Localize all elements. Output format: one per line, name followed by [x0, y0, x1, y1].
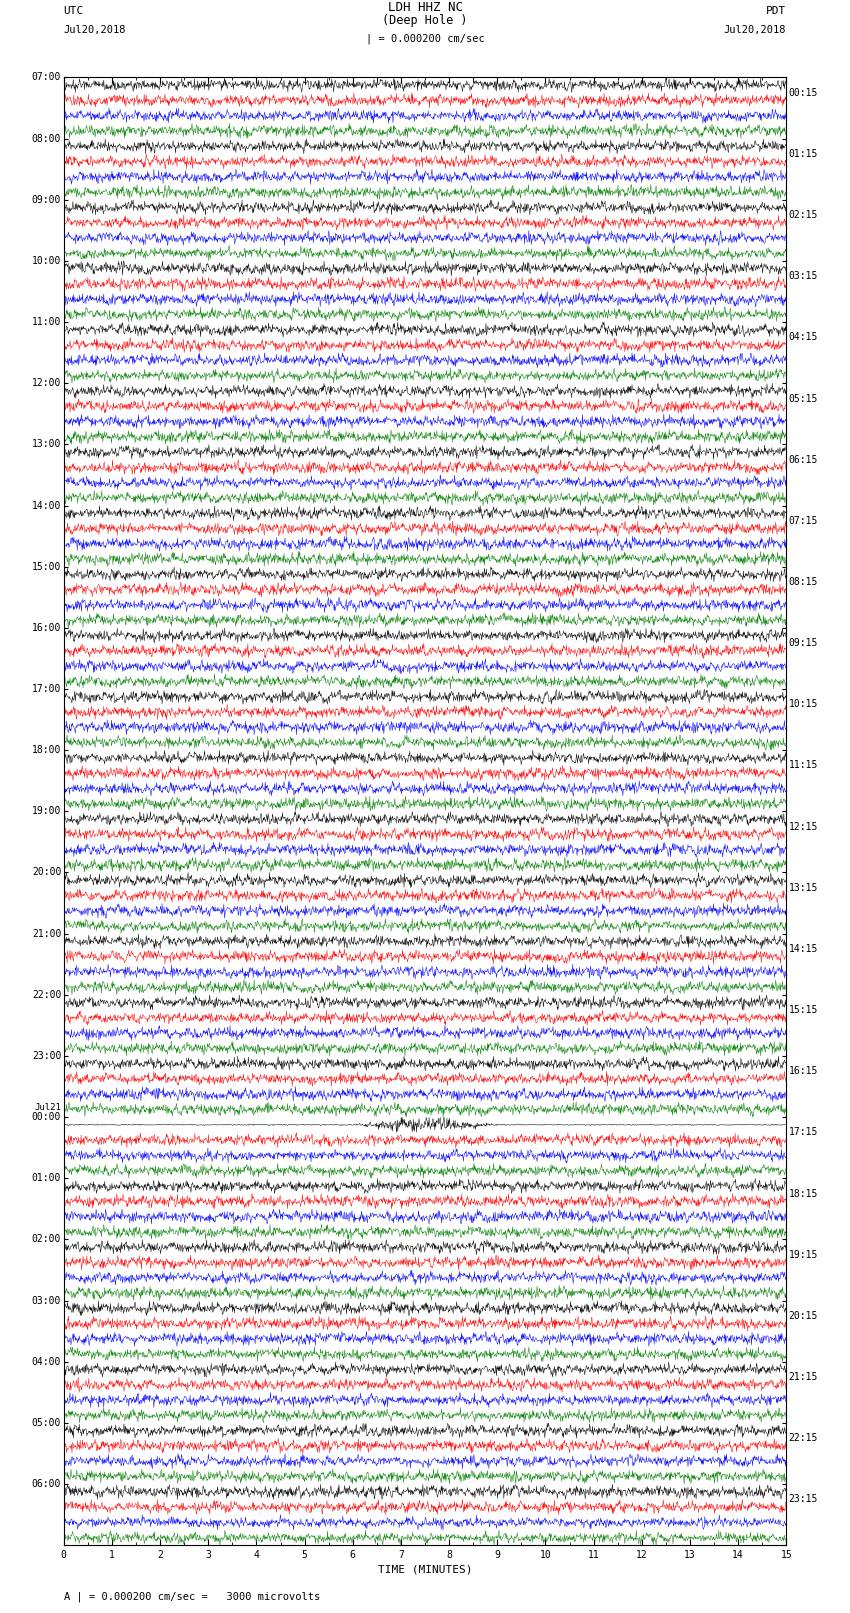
Text: 07:15: 07:15 — [789, 516, 819, 526]
Text: 09:15: 09:15 — [789, 639, 819, 648]
Text: 02:00: 02:00 — [31, 1234, 61, 1245]
Text: 19:15: 19:15 — [789, 1250, 819, 1260]
Text: 10:00: 10:00 — [31, 256, 61, 266]
Text: | = 0.000200 cm/sec: | = 0.000200 cm/sec — [366, 34, 484, 44]
Text: 19:00: 19:00 — [31, 806, 61, 816]
Text: 02:15: 02:15 — [789, 210, 819, 219]
Text: 10:15: 10:15 — [789, 700, 819, 710]
Text: PDT: PDT — [766, 6, 786, 16]
Text: 16:00: 16:00 — [31, 623, 61, 632]
Text: 04:15: 04:15 — [789, 332, 819, 342]
Text: 07:00: 07:00 — [31, 73, 61, 82]
Text: (Deep Hole ): (Deep Hole ) — [382, 15, 468, 27]
Text: 09:00: 09:00 — [31, 195, 61, 205]
Text: 05:00: 05:00 — [31, 1418, 61, 1428]
Text: A | = 0.000200 cm/sec =   3000 microvolts: A | = 0.000200 cm/sec = 3000 microvolts — [64, 1592, 320, 1602]
Text: 01:15: 01:15 — [789, 148, 819, 158]
Text: 22:00: 22:00 — [31, 990, 61, 1000]
Text: 23:15: 23:15 — [789, 1494, 819, 1505]
Text: 17:15: 17:15 — [789, 1127, 819, 1137]
Text: 20:15: 20:15 — [789, 1311, 819, 1321]
Text: 17:00: 17:00 — [31, 684, 61, 694]
Text: 11:00: 11:00 — [31, 318, 61, 327]
Text: Jul20,2018: Jul20,2018 — [64, 26, 127, 35]
Text: 08:00: 08:00 — [31, 134, 61, 144]
Text: 00:15: 00:15 — [789, 87, 819, 98]
Text: 23:00: 23:00 — [31, 1052, 61, 1061]
Text: 15:00: 15:00 — [31, 561, 61, 571]
Text: 16:15: 16:15 — [789, 1066, 819, 1076]
Text: UTC: UTC — [64, 6, 84, 16]
Text: 06:00: 06:00 — [31, 1479, 61, 1489]
X-axis label: TIME (MINUTES): TIME (MINUTES) — [377, 1565, 473, 1574]
Text: 03:00: 03:00 — [31, 1295, 61, 1305]
Text: 18:00: 18:00 — [31, 745, 61, 755]
Text: 15:15: 15:15 — [789, 1005, 819, 1015]
Text: 12:15: 12:15 — [789, 821, 819, 832]
Text: 13:00: 13:00 — [31, 439, 61, 450]
Text: Jul21: Jul21 — [34, 1103, 61, 1111]
Text: 05:15: 05:15 — [789, 394, 819, 403]
Text: 22:15: 22:15 — [789, 1434, 819, 1444]
Text: 03:15: 03:15 — [789, 271, 819, 281]
Text: 14:00: 14:00 — [31, 500, 61, 511]
Text: 12:00: 12:00 — [31, 377, 61, 389]
Text: LDH HHZ NC: LDH HHZ NC — [388, 2, 462, 15]
Text: 08:15: 08:15 — [789, 577, 819, 587]
Text: 21:00: 21:00 — [31, 929, 61, 939]
Text: 20:00: 20:00 — [31, 868, 61, 877]
Text: 01:00: 01:00 — [31, 1173, 61, 1184]
Text: 11:15: 11:15 — [789, 760, 819, 771]
Text: 00:00: 00:00 — [31, 1111, 61, 1123]
Text: 06:15: 06:15 — [789, 455, 819, 465]
Text: Jul20,2018: Jul20,2018 — [723, 26, 786, 35]
Text: 14:15: 14:15 — [789, 944, 819, 953]
Text: 13:15: 13:15 — [789, 882, 819, 892]
Text: 04:00: 04:00 — [31, 1357, 61, 1366]
Text: 18:15: 18:15 — [789, 1189, 819, 1198]
Text: 21:15: 21:15 — [789, 1373, 819, 1382]
